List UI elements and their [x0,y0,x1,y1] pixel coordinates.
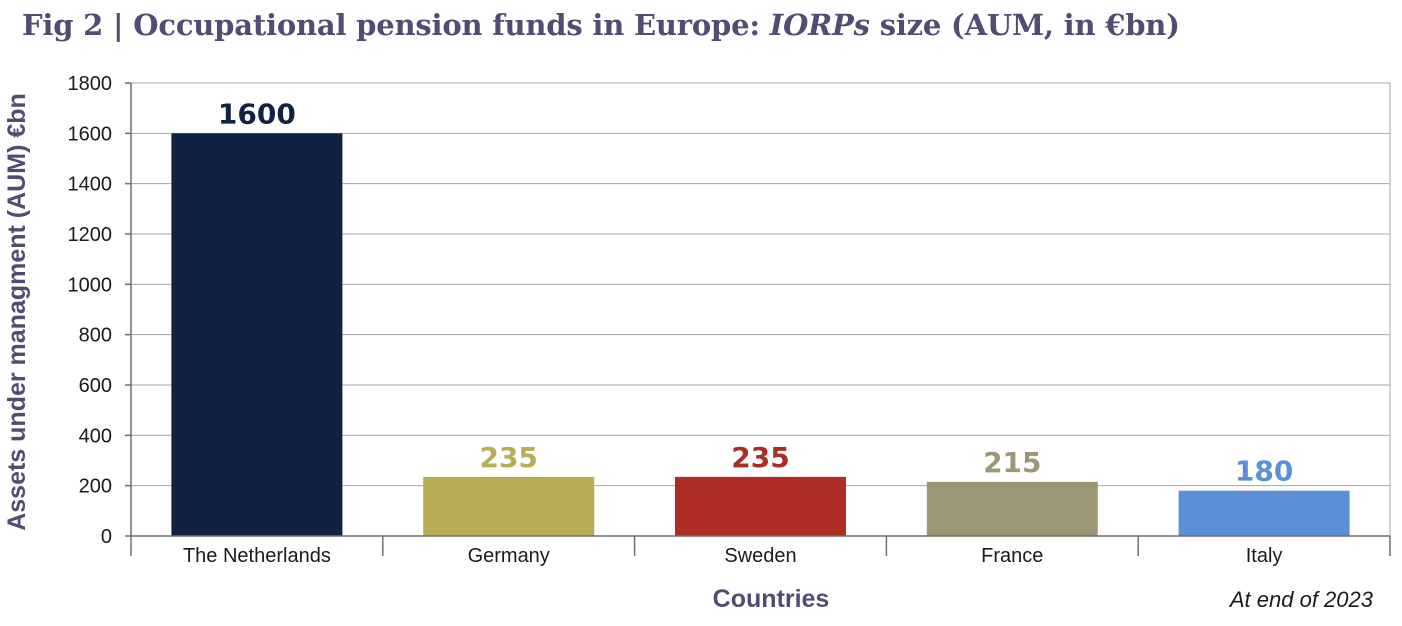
x-category-label: Sweden [724,545,796,567]
data-label: 235 [479,441,537,474]
bar [423,476,595,536]
y-tick-label: 600 [79,375,112,397]
x-axis-title: Countries [713,585,830,613]
axes [125,82,1391,556]
bar [171,133,343,537]
chart-title-suffix: size (AUM, in €bn) [869,8,1180,42]
chart-title: Fig 2 | Occupational pension funds in Eu… [22,8,1180,42]
y-tick-labels: 0 200 400 600 800 1000 1200 1400 1600 1800 [68,73,113,548]
x-category-label: Germany [468,545,550,567]
x-category-label: The Netherlands [183,545,331,567]
data-label: 180 [1235,455,1293,488]
y-tick-label: 1800 [68,73,113,95]
bar [1178,490,1350,536]
bar [926,481,1098,536]
y-axis-title: Assets under managment (AUM) €bn [3,93,31,531]
data-label: 215 [983,446,1041,479]
y-tick-label: 200 [79,476,112,498]
data-label: 1600 [218,97,296,130]
x-category-labels: The Netherlands Germany Sweden France Italy [183,545,1282,567]
y-tick-label: 0 [101,526,112,548]
data-labels: 1600 235 235 215 180 [218,97,1293,487]
x-category-label: Italy [1246,545,1283,567]
y-tick-label: 800 [79,325,112,347]
chart-title-prefix: Fig 2 | Occupational pension funds in Eu… [22,8,770,42]
chart-title-emphasis: IORPs [769,8,870,42]
y-tick-label: 1400 [68,174,113,196]
y-tick-label: 1600 [68,123,113,145]
data-label: 235 [731,441,789,474]
y-tick-label: 1200 [68,224,113,246]
bar [675,476,846,536]
x-category-label: France [981,545,1043,567]
y-tick-label: 1000 [68,274,113,296]
bars [171,133,1350,537]
date-note: At end of 2023 [1228,587,1374,612]
y-tick-label: 400 [79,425,112,447]
